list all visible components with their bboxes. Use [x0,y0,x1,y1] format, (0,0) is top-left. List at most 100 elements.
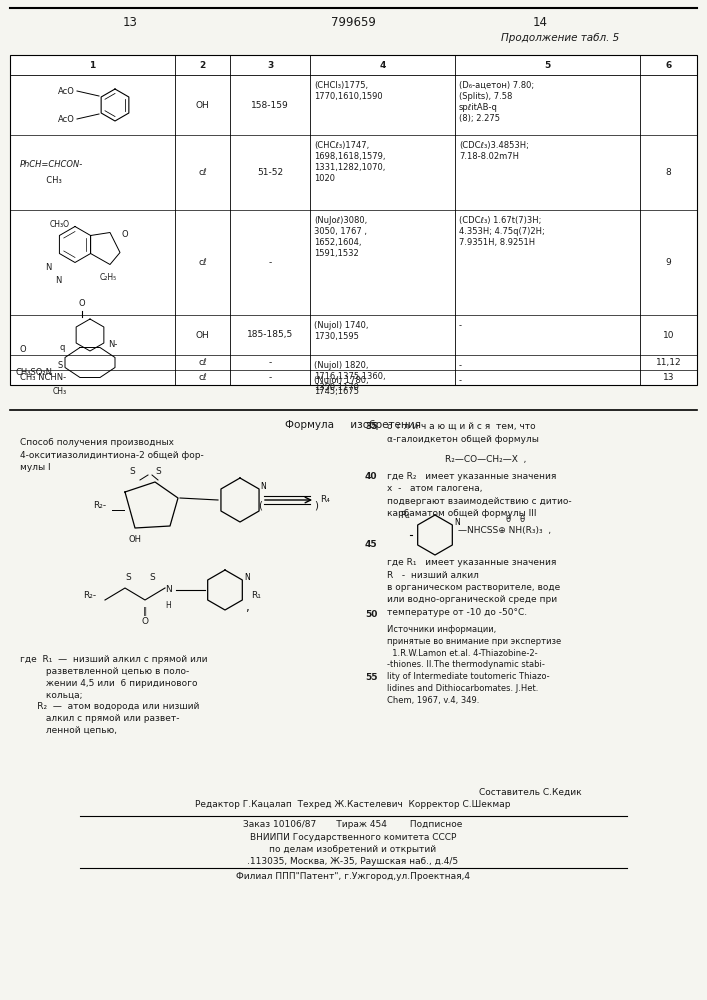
Text: R₄: R₄ [320,495,330,504]
Text: OH: OH [196,101,209,109]
Text: OH: OH [129,536,141,544]
Text: 158-159: 158-159 [251,101,289,109]
Text: S: S [57,361,63,370]
Text: 2: 2 [199,60,206,70]
Text: ВНИИПИ Государственного комитета СССР: ВНИИПИ Государственного комитета СССР [250,833,456,842]
Text: 8: 8 [665,168,672,177]
Text: 6: 6 [665,60,672,70]
Text: (CDCℓ₃)3.4853H;
7.18-8.02m7H: (CDCℓ₃)3.4853H; 7.18-8.02m7H [459,141,529,161]
Text: Заказ 10106/87       Тираж 454        Подписное: Заказ 10106/87 Тираж 454 Подписное [243,820,462,829]
Text: cℓ: cℓ [198,168,207,177]
Text: -: - [269,358,271,367]
Text: (D₆-ацетон) 7.80;
(Splits), 7.58
spℓitAB-q
(8); 2.275: (D₆-ацетон) 7.80; (Splits), 7.58 spℓitAB… [459,81,534,123]
Text: 3: 3 [267,60,273,70]
Text: 13: 13 [662,373,674,382]
Text: (Nujol) 1820,
1716,1375,1360,
1350,1170: (Nujol) 1820, 1716,1375,1360, 1350,1170 [314,361,385,392]
Text: O: O [122,230,129,239]
Text: R₁: R₁ [400,510,410,520]
Text: -: - [269,258,271,267]
Text: 1: 1 [89,60,95,70]
Text: 185-185,5: 185-185,5 [247,330,293,340]
Text: 11,12: 11,12 [655,358,682,367]
Text: 35: 35 [365,422,378,431]
Text: S: S [129,468,135,477]
Text: -: - [459,321,462,330]
Text: N: N [260,482,267,491]
Text: cℓ: cℓ [198,358,207,367]
Text: где R₁   имеет указанные значения
R   -  низший алкил
в органическом растворител: где R₁ имеет указанные значения R - низш… [387,558,560,617]
Text: Продолжение табл. 5: Продолжение табл. 5 [501,33,619,43]
Text: CH₃: CH₃ [20,176,62,185]
Text: (Nujol) 1740,
1730,1595: (Nujol) 1740, 1730,1595 [314,321,368,341]
Text: θ: θ [520,514,525,524]
Text: (Nujol) 1780,
1745,1675: (Nujol) 1780, 1745,1675 [314,376,368,396]
Text: N: N [55,276,62,285]
Text: Формула     изобретения: Формула изобретения [285,420,421,430]
Text: (CDCℓ₃) 1.67t(7)3H;
4.353H; 4.75q(7)2H;
7.9351H, 8.9251H: (CDCℓ₃) 1.67t(7)3H; 4.353H; 4.75q(7)2H; … [459,216,545,247]
Text: -: - [459,376,462,385]
Text: cℓ: cℓ [198,258,207,267]
Text: N: N [165,585,171,594]
Text: —NHCSS⊕ NH(R₃)₃  ,: —NHCSS⊕ NH(R₃)₃ , [458,526,551,534]
Text: о т л и ч а ю щ и й с я  тем, что
α-галоидкетон общей формулы: о т л и ч а ю щ и й с я тем, что α-галои… [387,422,539,444]
Text: AcO: AcO [58,87,75,96]
Text: PhCH=CHCON-: PhCH=CHCON- [20,160,83,169]
Text: CH₃: CH₃ [53,387,67,396]
Text: S: S [155,468,161,477]
Text: H: H [165,600,171,609]
Text: AcO: AcO [58,114,75,123]
Text: 45: 45 [365,540,378,549]
Text: S: S [125,574,131,582]
Text: где  R₁  —  низший алкил с прямой или
         разветвленной цепью в поло-
     : где R₁ — низший алкил с прямой или разве… [20,655,207,735]
Text: ): ) [314,500,318,510]
Text: C₂H₅: C₂H₅ [100,273,117,282]
Text: .113035, Москва, Ж-35, Раушская наб., д.4/5: .113035, Москва, Ж-35, Раушская наб., д.… [247,857,459,866]
Text: 10: 10 [662,330,674,340]
Text: CH₃ NCHN-: CH₃ NCHN- [20,373,66,382]
Text: Способ получения производных
4-окситиазолидинтиона-2 общей фор-
мулы I: Способ получения производных 4-окситиазо… [20,438,204,472]
Text: (: ( [258,500,262,510]
Text: где R₂   имеет указанные значения
x  -   атом галогена,
подвергают взаимодействи: где R₂ имеет указанные значения x - атом… [387,472,572,518]
Text: 9: 9 [665,258,672,267]
Text: (CHCℓ₃)1747,
1698,1618,1579,
1331,1282,1070,
1020: (CHCℓ₃)1747, 1698,1618,1579, 1331,1282,1… [314,141,385,183]
Text: 51-52: 51-52 [257,168,283,177]
Text: R₂-: R₂- [93,500,107,510]
Text: S: S [149,574,155,582]
Text: Редактор Г.Кацалап  Техред Ж.Кастелевич  Корректор С.Шекмар: Редактор Г.Кацалап Техред Ж.Кастелевич К… [195,800,510,809]
Text: по делам изобретений и открытий: по делам изобретений и открытий [269,845,436,854]
Text: Составитель С.Кедик: Составитель С.Кедик [479,788,581,797]
Text: θ: θ [506,514,510,524]
Text: O: O [141,617,148,626]
Text: R₂—CO—CH₂—X  ,: R₂—CO—CH₂—X , [445,455,527,464]
Text: 14: 14 [532,15,547,28]
Text: (NuJoℓ)3080,
3050, 1767 ,
1652,1604,
1591,1532: (NuJoℓ)3080, 3050, 1767 , 1652,1604, 159… [314,216,367,258]
Text: Источники информации,
принятые во внимание при экспертизе
  1.R.W.Lamon et.al. 4: Источники информации, принятые во вниман… [387,625,561,705]
Text: N: N [454,518,460,527]
Text: N-: N- [108,340,117,349]
Text: 4: 4 [380,60,386,70]
Text: Филиал ППП"Патент", г.Ужгород,ул.Проектная,4: Филиал ППП"Патент", г.Ужгород,ул.Проектн… [236,872,470,881]
Text: N: N [45,263,52,272]
Text: 799659: 799659 [331,15,375,28]
Text: ,: , [245,601,249,614]
Text: CH₃SO₂N: CH₃SO₂N [15,368,52,377]
Text: CH₃O: CH₃O [50,220,70,229]
Text: 50: 50 [365,610,378,619]
Text: O: O [78,298,86,308]
Text: (CHCl₃)1775,
1770,1610,1590: (CHCl₃)1775, 1770,1610,1590 [314,81,382,101]
Text: N: N [244,573,250,582]
Text: 13: 13 [122,15,137,28]
Text: O: O [20,345,27,354]
Text: OH: OH [196,330,209,340]
Text: 55: 55 [365,673,378,682]
Text: ‖: ‖ [143,607,147,616]
Text: R₂-: R₂- [83,590,97,599]
Text: R₁: R₁ [251,590,261,599]
Text: q: q [59,342,64,352]
Text: 40: 40 [365,472,378,481]
Text: -: - [269,373,271,382]
Text: -: - [459,361,462,370]
Text: cℓ: cℓ [198,373,207,382]
Text: 5: 5 [544,60,551,70]
Bar [10,55,697,385]
